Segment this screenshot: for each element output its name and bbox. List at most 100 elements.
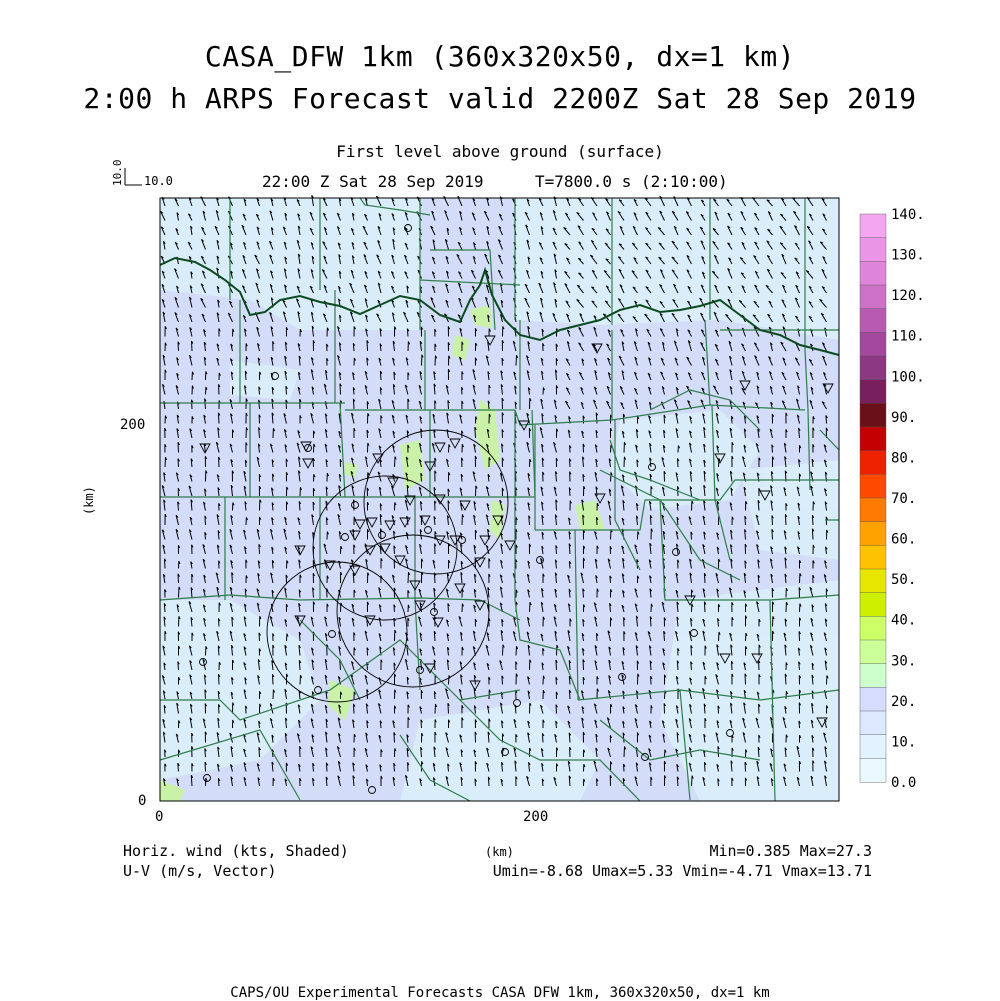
wind-vector — [608, 659, 612, 671]
wind-vector — [324, 659, 328, 671]
wind-vector — [377, 240, 382, 250]
wind-vector — [742, 717, 746, 729]
wind-vector — [268, 240, 274, 250]
wind-vector — [743, 486, 747, 497]
wind-vector — [202, 544, 206, 555]
wind-vector — [596, 502, 599, 511]
wind-vector — [406, 644, 409, 656]
wind-vector — [433, 371, 436, 381]
wind-vector — [703, 470, 707, 482]
wind-vector — [526, 355, 530, 366]
wind-vector — [582, 474, 585, 482]
wind-vector — [553, 616, 557, 627]
wind-vector — [282, 311, 287, 323]
wind-vector — [243, 762, 247, 772]
wind-vector — [731, 734, 734, 743]
wind-vector — [230, 270, 233, 279]
wind-vector — [715, 674, 719, 685]
wind-vector — [284, 444, 288, 453]
wind-vector — [568, 603, 571, 613]
wind-vector — [471, 285, 476, 294]
wind-vector — [529, 458, 532, 468]
station-circle — [648, 463, 656, 471]
wind-vector — [245, 356, 249, 366]
wind-vector — [488, 457, 491, 468]
wind-vector — [525, 269, 530, 279]
wind-vector — [542, 387, 545, 395]
wind-vector — [716, 662, 719, 671]
wind-vector — [242, 315, 247, 323]
wind-vector — [485, 486, 490, 497]
wind-vector — [649, 515, 653, 526]
station-triangle — [366, 517, 378, 528]
wind-vector — [297, 343, 301, 352]
wind-vector — [325, 369, 328, 381]
wind-vector — [772, 616, 775, 627]
wind-vector — [500, 778, 504, 787]
wind-vector — [269, 311, 274, 323]
wind-vector — [474, 573, 477, 584]
wind-vector — [295, 298, 301, 308]
wind-vector — [434, 731, 437, 743]
wind-vector — [472, 384, 476, 395]
wind-vector — [650, 528, 653, 540]
wind-vector — [191, 544, 194, 555]
wind-vector — [730, 544, 733, 555]
wind-vector — [177, 458, 180, 468]
wind-vector — [675, 531, 679, 540]
wind-vector — [299, 777, 302, 787]
wind-vector — [634, 718, 638, 729]
wind-vector — [270, 198, 274, 207]
wind-vector — [204, 515, 207, 526]
wind-vector — [486, 240, 490, 250]
wind-vector — [367, 528, 370, 540]
wind-vector — [688, 458, 692, 468]
wind-vector — [446, 515, 450, 526]
wind-vector — [540, 704, 544, 714]
wind-vector — [675, 328, 679, 337]
wind-vector — [821, 269, 827, 279]
wind-vector — [541, 501, 544, 511]
wind-vector — [218, 328, 221, 337]
wind-vector — [420, 326, 424, 337]
wind-vector — [174, 241, 179, 250]
wind-vector — [187, 241, 193, 250]
wind-vector — [404, 254, 409, 265]
wind-vector — [446, 412, 449, 424]
wind-vector — [445, 299, 449, 308]
colorbar-segment — [859, 379, 887, 404]
wind-vector — [567, 645, 571, 656]
wind-vector — [445, 688, 449, 700]
wind-vector — [351, 457, 355, 468]
wind-vector — [351, 212, 355, 221]
wind-vector — [433, 572, 437, 584]
colorbar-segment — [859, 592, 887, 617]
wind-vector — [660, 371, 665, 381]
wind-vector — [325, 459, 329, 468]
wind-vector — [393, 530, 396, 540]
wind-vector — [727, 225, 733, 236]
wind-vector — [285, 399, 288, 410]
wind-vector — [205, 371, 208, 381]
wind-vector — [716, 588, 719, 598]
wind-vector — [285, 458, 289, 468]
wind-vector — [217, 690, 221, 700]
wind-vector — [633, 212, 638, 221]
wind-vector — [324, 633, 328, 642]
wind-vector — [258, 399, 261, 410]
wind-vector — [324, 705, 328, 714]
wind-vector — [784, 456, 787, 468]
wind-vector — [257, 343, 260, 352]
wind-vector — [739, 257, 746, 265]
wind-vector — [501, 457, 505, 468]
wind-vector — [770, 546, 773, 555]
wind-vector — [200, 283, 206, 294]
wind-vector — [298, 589, 302, 598]
wind-vector — [282, 226, 287, 236]
wind-vector — [178, 720, 181, 729]
wind-vector — [448, 355, 451, 366]
wind-vector — [164, 630, 167, 642]
wind-vector — [232, 502, 235, 511]
wind-vector — [553, 399, 557, 410]
wind-vector — [686, 241, 692, 250]
